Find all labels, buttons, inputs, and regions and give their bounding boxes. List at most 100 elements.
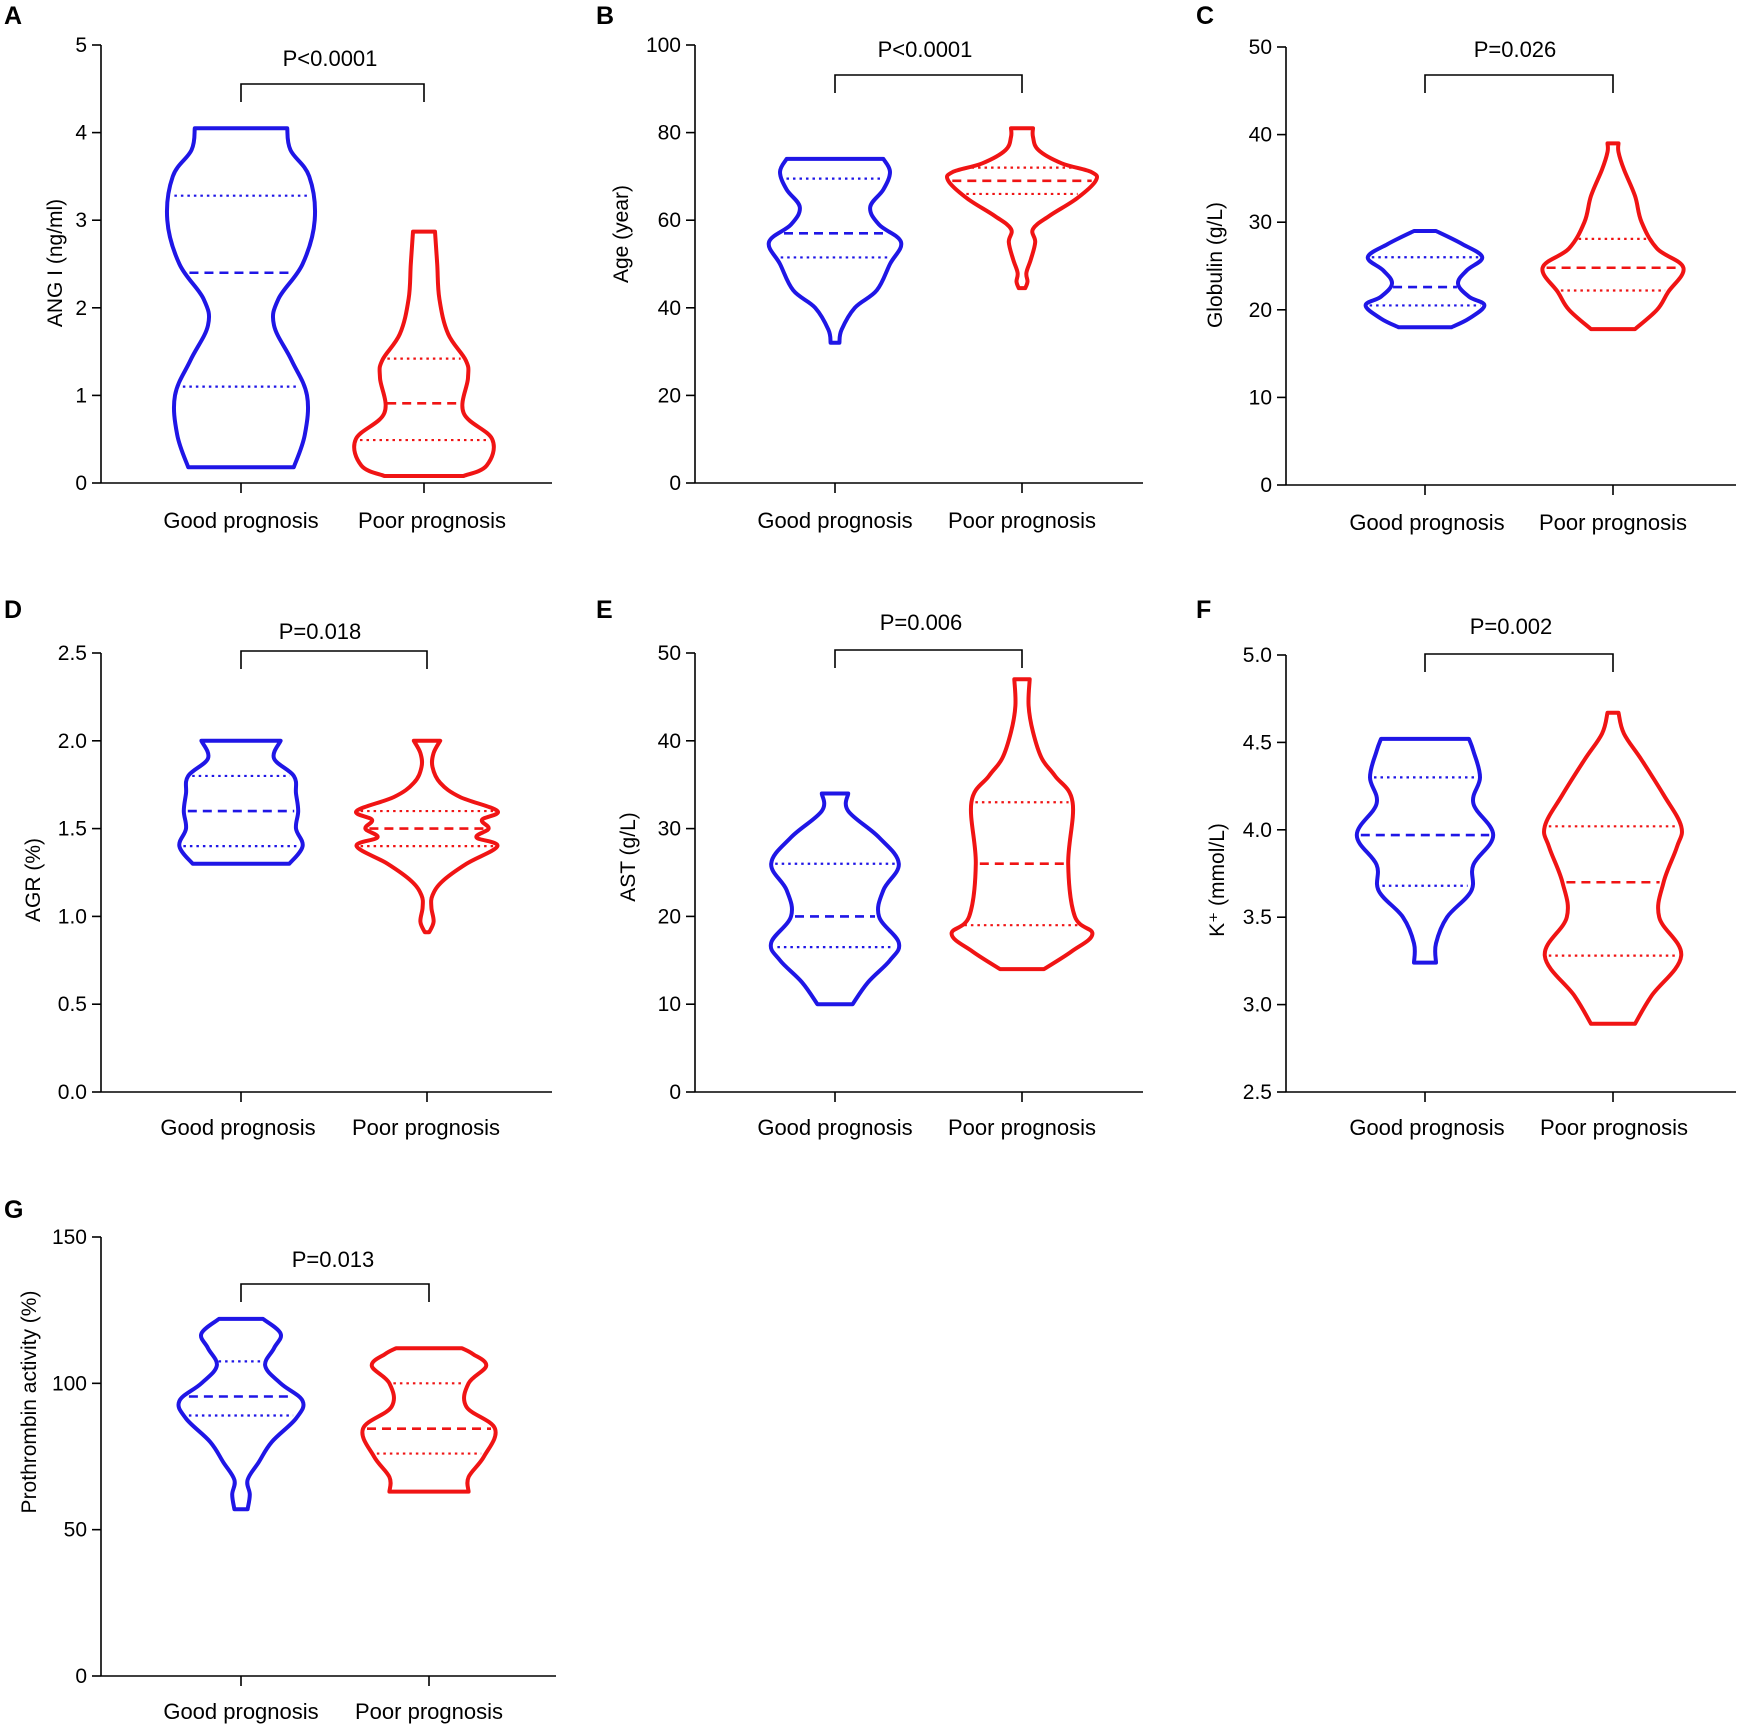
y-tick-label: 2.0 — [58, 730, 87, 753]
x-category-good-A: Good prognosis — [163, 508, 318, 533]
y-axis-title-G: Prothrombin activity (%) — [18, 1291, 41, 1514]
panel-letter-G: G — [4, 1196, 23, 1224]
y-tick-label: 1.5 — [58, 818, 87, 841]
panel-letter-A: A — [4, 2, 22, 30]
y-tick-label: 50 — [1249, 36, 1272, 59]
p-value-C: P=0.026 — [1474, 37, 1557, 62]
x-category-poor-F: Poor prognosis — [1540, 1115, 1688, 1140]
y-tick-label: 0 — [669, 472, 681, 495]
y-tick-label: 0 — [669, 1081, 681, 1104]
y-tick-label: 60 — [658, 209, 681, 232]
violin-good-prognosis — [1354, 736, 1496, 965]
violin-poor-prognosis — [949, 677, 1095, 972]
y-tick-label: 40 — [658, 730, 681, 753]
y-axis-title-C: Globulin (g/L) — [1204, 202, 1227, 328]
y-tick-label: 10 — [658, 993, 681, 1016]
p-value-D: P=0.018 — [279, 619, 362, 644]
y-tick-label: 50 — [658, 642, 681, 665]
panel-C: C 0 10 20 30 40 50 P=0.026 Good prognosis Poo… — [1196, 2, 1736, 535]
y-tick-label: 2 — [75, 297, 87, 320]
violin-poor-prognosis — [354, 738, 500, 935]
plot-area-E: 0 10 20 30 40 50 — [658, 642, 1143, 1104]
x-category-good-C: Good prognosis — [1349, 510, 1504, 535]
p-value-E: P=0.006 — [880, 610, 963, 635]
y-tick-label: 2.5 — [1243, 1081, 1272, 1104]
plot-area-F: 2.5 3.0 3.5 4.0 4.5 5.0 — [1243, 644, 1736, 1104]
y-tick-label: 0 — [1260, 474, 1272, 497]
violin-poor-prognosis — [944, 126, 1100, 291]
y-tick-label: 50 — [64, 1519, 87, 1542]
panel-A: A 0 1 2 3 4 5 P<0.0001 Good prognosis Poor pr… — [4, 2, 552, 533]
plot-area-B: 0 20 40 60 80 100 — [646, 34, 1143, 495]
y-tick-label: 20 — [658, 384, 681, 407]
y-tick-label: 20 — [658, 905, 681, 928]
x-category-poor-B: Poor prognosis — [948, 508, 1096, 533]
x-category-good-E: Good prognosis — [757, 1115, 912, 1140]
violin-good-prognosis — [766, 156, 904, 345]
y-tick-label: 100 — [52, 1372, 87, 1395]
panel-E: E 0 10 20 30 40 50 P=0.006 Good prognosis Poo… — [596, 596, 1143, 1140]
panel-letter-E: E — [596, 596, 613, 624]
y-tick-label: 3.5 — [1243, 906, 1272, 929]
violin-poor-prognosis — [352, 229, 496, 478]
y-tick-label: 5.0 — [1243, 644, 1272, 667]
y-tick-label: 4.0 — [1243, 819, 1272, 842]
significance-bracket — [1424, 653, 1614, 672]
x-category-good-D: Good prognosis — [160, 1115, 315, 1140]
y-tick-label: 4.5 — [1243, 731, 1272, 754]
violin-poor-prognosis — [360, 1346, 498, 1494]
plot-area-G: 0 50 100 150 — [52, 1226, 556, 1688]
y-tick-label: 0 — [75, 472, 87, 495]
violin-good-prognosis — [165, 126, 317, 470]
y-tick-label: 0 — [75, 1665, 87, 1688]
x-category-good-G: Good prognosis — [163, 1699, 318, 1724]
x-category-poor-A: Poor prognosis — [358, 508, 506, 533]
y-tick-label: 40 — [658, 297, 681, 320]
significance-bracket — [834, 649, 1023, 668]
x-category-poor-G: Poor prognosis — [355, 1699, 503, 1724]
panel-letter-C: C — [1196, 2, 1214, 30]
x-category-poor-E: Poor prognosis — [948, 1115, 1096, 1140]
y-tick-label: 0.5 — [58, 993, 87, 1016]
panel-B: B 0 20 40 60 80 100 P<0.0001 Good prognosis P… — [596, 2, 1143, 533]
violin-good-prognosis — [768, 791, 902, 1007]
y-axis-title-F: K⁺ (mmol/L) — [1206, 823, 1229, 937]
significance-bracket — [834, 74, 1023, 93]
violin-poor-prognosis — [1540, 141, 1686, 332]
y-tick-label: 1 — [75, 384, 87, 407]
y-axis-title-D: AGR (%) — [22, 838, 45, 922]
significance-bracket — [240, 83, 425, 102]
y-tick-label: 40 — [1249, 124, 1272, 147]
violin-good-prognosis — [1363, 229, 1487, 330]
x-category-poor-D: Poor prognosis — [352, 1115, 500, 1140]
significance-bracket — [240, 650, 428, 669]
y-tick-label: 4 — [75, 122, 87, 145]
p-value-A: P<0.0001 — [283, 46, 378, 71]
y-tick-label: 0.0 — [58, 1081, 87, 1104]
y-tick-label: 30 — [1249, 211, 1272, 234]
significance-bracket — [240, 1283, 430, 1302]
panel-G: G 0 50 100 150 P=0.013 Good prognosis Poor … — [4, 1196, 556, 1724]
y-tick-label: 3.0 — [1243, 994, 1272, 1017]
y-axis-title-B: Age (year) — [610, 185, 633, 283]
y-axis-title-A: ANG I (ng/ml) — [44, 199, 67, 327]
y-tick-label: 1.0 — [58, 905, 87, 928]
p-value-F: P=0.002 — [1470, 614, 1553, 639]
violin-good-prognosis — [177, 738, 305, 866]
y-tick-label: 10 — [1249, 386, 1272, 409]
y-axis-title-E: AST (g/L) — [617, 812, 640, 901]
y-tick-label: 150 — [52, 1226, 87, 1249]
y-tick-label: 80 — [658, 122, 681, 145]
plot-area-A: 0 1 2 3 4 5 — [75, 34, 552, 495]
y-tick-label: 3 — [75, 209, 87, 232]
x-category-good-F: Good prognosis — [1349, 1115, 1504, 1140]
plot-area-D: 0.0 0.5 1.0 1.5 2.0 2.5 — [58, 642, 552, 1104]
significance-bracket — [1424, 74, 1614, 93]
y-tick-label: 100 — [646, 34, 681, 57]
y-tick-label: 30 — [658, 818, 681, 841]
panel-F: F 2.5 3.0 3.5 4.0 4.5 5.0 P=0.002 Good progno… — [1196, 596, 1736, 1140]
y-tick-label: 5 — [75, 34, 87, 57]
violin-poor-prognosis — [1542, 710, 1684, 1026]
y-tick-label: 2.5 — [58, 642, 87, 665]
